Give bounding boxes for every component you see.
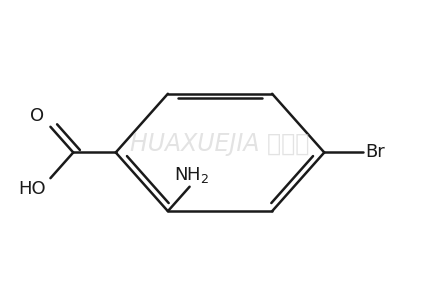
Text: Br: Br bbox=[366, 143, 385, 162]
Text: NH$_2$: NH$_2$ bbox=[174, 165, 209, 185]
Text: O: O bbox=[30, 107, 44, 125]
Text: HO: HO bbox=[18, 180, 46, 198]
Text: HUAXUEJIA 化学加: HUAXUEJIA 化学加 bbox=[130, 132, 310, 156]
